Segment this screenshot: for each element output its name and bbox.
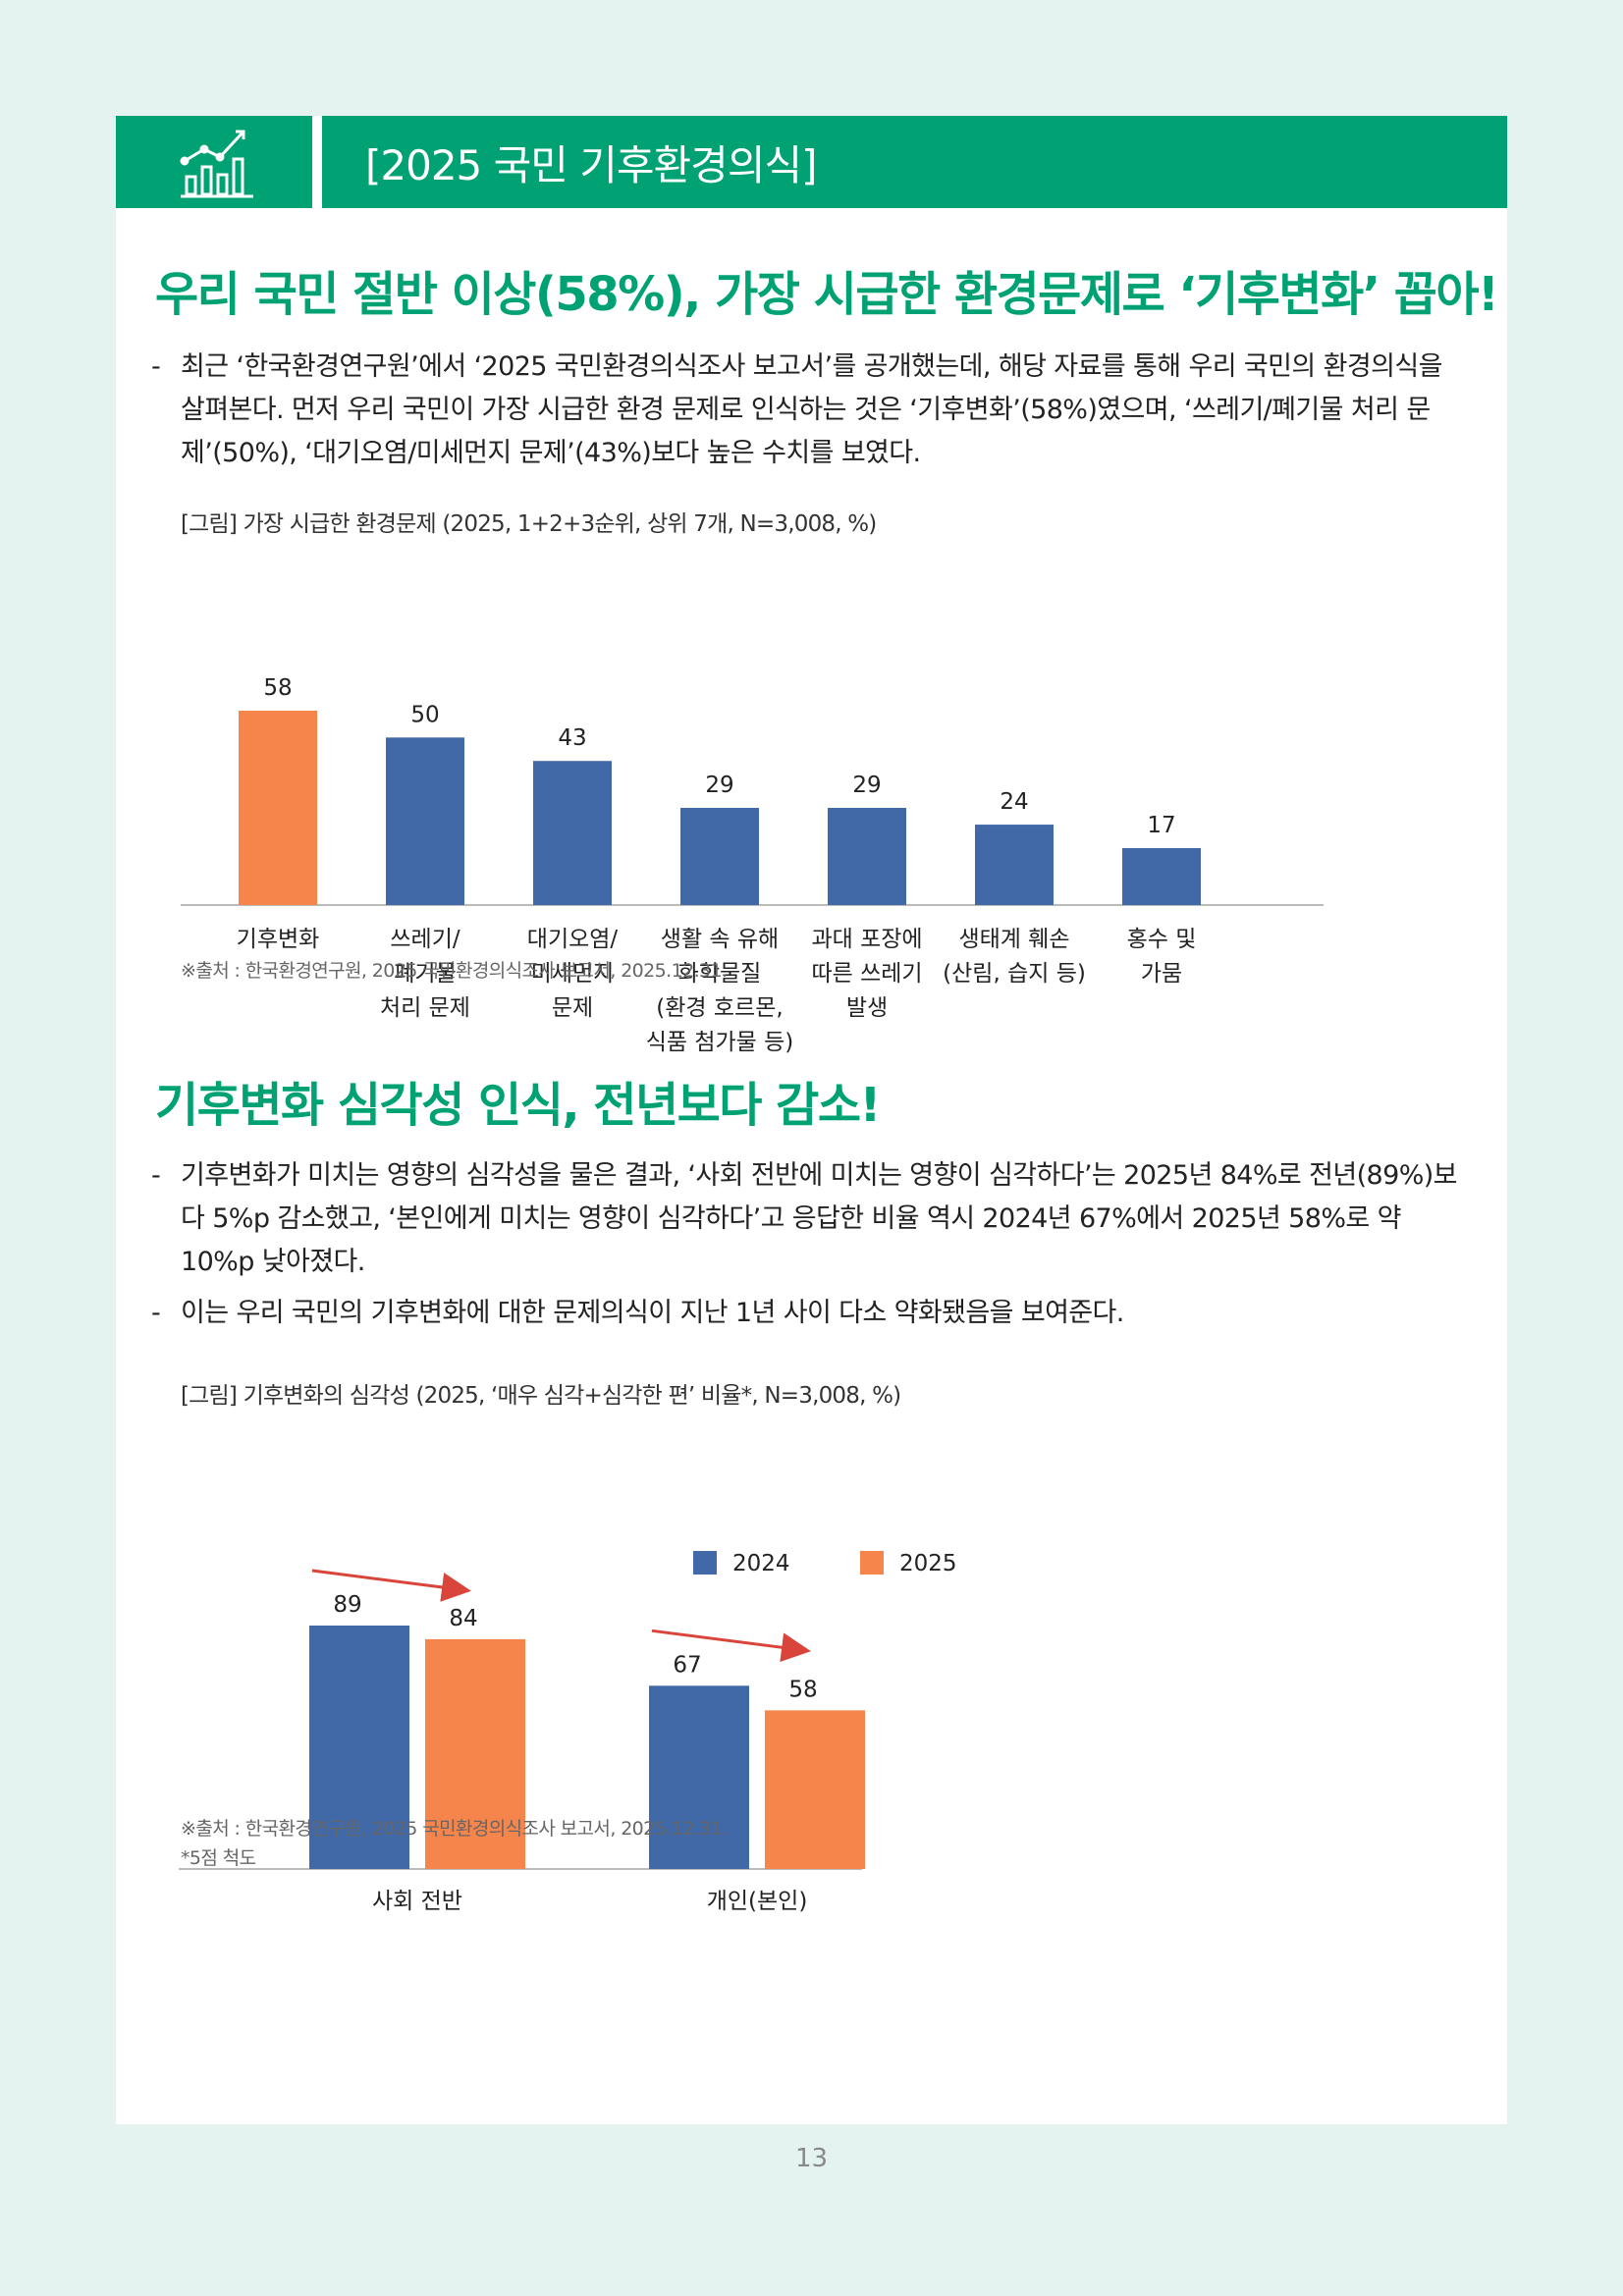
chart2-category-label: 개인(본인)	[707, 1889, 808, 1914]
chart1-value-label: 17	[1147, 813, 1175, 838]
chart1-bar	[828, 808, 906, 905]
chart2-bar	[765, 1710, 865, 1869]
chart1-bar	[239, 711, 317, 905]
chart1-value-label: 29	[705, 773, 733, 798]
chart1-bar	[533, 761, 612, 905]
chart1-value-label: 43	[558, 725, 586, 751]
chart1-category-label: 생태계 훼손 (산림, 습지 등)	[943, 927, 1086, 987]
chart1-category-label: 쓰레기/폐기물 처리 문제	[380, 927, 470, 1021]
chart1-category-label: 대기오염/미세먼지 문제	[527, 927, 619, 1021]
chart2-value-label: 89	[333, 1592, 361, 1618]
chart-icon	[180, 130, 253, 198]
chart1-bar	[975, 825, 1054, 905]
chart2-bar	[309, 1626, 409, 1869]
page: [2025 국민 기후환경의식] 우리 국민 절반 이상(58%), 가장 시급…	[116, 116, 1507, 2124]
chart1-category-label: 홍수 및 가뭄	[1127, 927, 1197, 987]
chart1-category-label: 생활 속 유해 화학물질 (환경 호르몬, 식품 첨가물 등)	[646, 927, 794, 1055]
section2-bullet: 기후변화가 미치는 영향의 심각성을 물은 결과, ‘사회 전반에 미치는 영향…	[151, 1154, 1471, 1284]
chart1-value-label: 24	[1000, 789, 1028, 815]
chart1-bar	[680, 808, 759, 905]
section2-bullet: 이는 우리 국민의 기후변화에 대한 문제의식이 지난 1년 사이 다소 약화됐…	[151, 1292, 1471, 1335]
chart2-value-label: 67	[673, 1652, 701, 1678]
chart1-category-label: 과대 포장에 따른 쓰레기 발생	[811, 927, 922, 1021]
header-title: [2025 국민 기후환경의식]	[365, 140, 817, 189]
chart2-caption: [그림] 기후변화의 심각성 (2025, ‘매우 심각+심각한 편’ 비율*,…	[181, 1383, 901, 1409]
header-title-bar: [2025 국민 기후환경의식]	[322, 116, 1507, 208]
section1-bullets: 최근 ‘한국환경연구원’에서 ‘2025 국민환경의식조사 보고서’를 공개했는…	[151, 346, 1471, 483]
chart1-caption: [그림] 가장 시급한 환경문제 (2025, 1+2+3순위, 상위 7개, …	[181, 511, 877, 537]
chart2-source: ※출처 : 한국환경연구원, 2025 국민환경의식조사 보고서, 2025.1…	[181, 1818, 728, 1840]
chart1-bar	[386, 737, 464, 905]
chart2: 2024 2025 89 84 사회 전반 67 58 개인(본인)	[179, 1551, 957, 1914]
header-icon-box	[116, 116, 312, 208]
chart2-decrease-arrow	[311, 1569, 471, 1602]
section2-bullets: 기후변화가 미치는 영향의 심각성을 물은 결과, ‘사회 전반에 미치는 영향…	[151, 1154, 1471, 1343]
chart1-source: ※출처 : 한국환경연구원, 2025 국민환경의식조사 보고서, 2025.1…	[181, 960, 728, 982]
chart2-bar	[425, 1638, 525, 1869]
chart2-note: *5점 척도	[181, 1847, 256, 1869]
chart2-category-label: 사회 전반	[372, 1889, 462, 1914]
chart1-value-label: 58	[263, 675, 292, 701]
chart2-value-label: 84	[449, 1606, 477, 1631]
chart1-value-label: 50	[410, 702, 439, 727]
chart2-legend-label: 2024	[732, 1551, 790, 1576]
chart1-category-label: 기후변화	[237, 927, 320, 952]
chart2-legend-label: 2025	[899, 1551, 957, 1576]
chart2-legend-swatch	[860, 1551, 884, 1575]
chart1: 58 기후변화 50 쓰레기/폐기물 처리 문제 43 대기오염/미세먼지 문제 29 생활 속 …	[181, 675, 1324, 1055]
section1-bullet: 최근 ‘한국환경연구원’에서 ‘2025 국민환경의식조사 보고서’를 공개했는…	[151, 346, 1471, 475]
page-number: 13	[794, 2144, 829, 2173]
section2-headline: 기후변화 심각성 인식, 전년보다 감소!	[155, 1078, 881, 1133]
chart2-bar	[649, 1685, 749, 1869]
section1-headline: 우리 국민 절반 이상(58%), 가장 시급한 환경문제로 ‘기후변화’ 꼽아…	[155, 267, 1499, 322]
chart2-decrease-arrow	[651, 1629, 811, 1663]
chart2-value-label: 58	[788, 1677, 817, 1702]
chart1-value-label: 29	[852, 773, 881, 798]
chart1-bar	[1122, 847, 1201, 905]
chart2-legend-swatch	[693, 1551, 717, 1575]
